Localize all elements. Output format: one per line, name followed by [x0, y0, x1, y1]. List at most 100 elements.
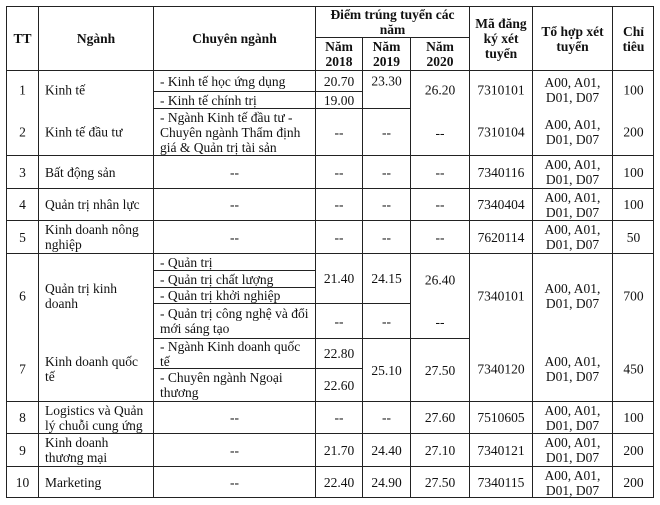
ma-cell-text: 7340120 [477, 361, 525, 377]
chi-tieu-cell-text: 100 [623, 82, 644, 98]
score-2018: -- [315, 108, 362, 155]
ma-cell: 7310101 7310104 [469, 70, 532, 155]
chi-tieu-cell: 50 [612, 220, 654, 253]
chuyen-nganh-cell: - Ngành Kinh tế đầu tư - Chuyên ngành Th… [153, 108, 315, 155]
score-2020-text: -- [435, 125, 445, 141]
to-hop-cell: A00, A01, D01, D07 [532, 401, 612, 433]
score-2019: -- [362, 401, 410, 433]
ma-cell-text: 7310104 [477, 124, 525, 140]
header-nganh: Ngành [38, 6, 153, 70]
chuyen-nganh-cell: - Quản trị chất lượng [153, 270, 315, 287]
score-2020: 26.40 -- [410, 253, 469, 338]
tt-cell-text: 6 [19, 288, 26, 304]
chuyen-nganh-cell: -- [153, 220, 315, 253]
nganh-cell-text: Kinh doanh quốc tế [45, 354, 138, 384]
chuyen-nganh-cell: - Kinh tế học ứng dụng [153, 70, 315, 91]
chuyen-nganh-cell: -- [153, 433, 315, 466]
nganh-cell: Quản trị kinh doanh Kinh doanh quốc tế [38, 253, 153, 401]
score-2019: 24.15 [362, 253, 410, 303]
score-2018: -- [315, 303, 362, 338]
header-tt: TT [6, 6, 38, 70]
chuyen-nganh-cell: -- [153, 155, 315, 188]
to-hop-cell-text: A00, A01, D01, D07 [544, 354, 601, 384]
header-year: Năm 2019 [362, 37, 410, 70]
ma-cell: 7340116 [469, 155, 532, 188]
header-chi-tieu: Chỉ tiêu [612, 6, 654, 70]
to-hop-cell-text: A00, A01, D01, D07 [544, 117, 601, 147]
chi-tieu-cell: 200 [612, 433, 654, 466]
score-2018: -- [315, 401, 362, 433]
score-2020-text: -- [435, 314, 445, 330]
tt-cell: 8 [6, 401, 38, 433]
to-hop-cell: A00, A01, D01, D07 [532, 220, 612, 253]
score-2019: -- [362, 303, 410, 338]
ma-cell: 7510605 [469, 401, 532, 433]
score-2019: 24.90 [362, 466, 410, 498]
header-chuyen-nganh: Chuyên ngành [153, 6, 315, 70]
chi-tieu-cell: 100 [612, 188, 654, 220]
score-2018: -- [315, 220, 362, 253]
score-2019: -- [362, 220, 410, 253]
nganh-cell: Bất động sản [38, 155, 153, 188]
score-2020: 26.20 -- [410, 70, 469, 155]
tt-cell: 5 [6, 220, 38, 253]
nganh-cell: Kinh tế Kinh tế đầu tư [38, 70, 153, 155]
score-2020: 27.50 [410, 338, 469, 401]
tt-cell: 10 [6, 466, 38, 498]
score-2018: 22.80 [315, 338, 362, 368]
score-2018: 20.70 [315, 70, 362, 91]
header-diem-trung-tuyen: Điểm trúng tuyển các năm [315, 6, 469, 37]
nganh-cell: Marketing [38, 466, 153, 498]
to-hop-cell: A00, A01, D01, D07 [532, 466, 612, 498]
chuyen-nganh-cell: -- [153, 188, 315, 220]
header-year: Năm 2020 [410, 37, 469, 70]
score-2020: -- [410, 188, 469, 220]
to-hop-cell-text: A00, A01, D01, D07 [544, 281, 601, 311]
score-2020-text: 26.40 [424, 272, 456, 288]
score-2018: 22.60 [315, 368, 362, 401]
to-hop-cell: A00, A01, D01, D07 [532, 433, 612, 466]
ma-cell: 7340121 [469, 433, 532, 466]
nganh-cell-text: Quản trị kinh doanh [45, 281, 117, 311]
score-2020: 27.10 [410, 433, 469, 466]
score-2020-text: 26.20 [424, 82, 456, 98]
score-2020: 27.50 [410, 466, 469, 498]
ma-cell-text: 7310101 [477, 82, 525, 98]
nganh-cell: Kinh doanh nông nghiệp [38, 220, 153, 253]
to-hop-cell: A00, A01, D01, D07 [532, 188, 612, 220]
score-2019: -- [362, 108, 410, 155]
score-2019-text: 23.30 [371, 73, 402, 89]
score-2018: -- [315, 155, 362, 188]
header-year: Năm 2018 [315, 37, 362, 70]
header-ma: Mã đăng ký xét tuyển [469, 6, 532, 70]
ma-cell: 7620114 [469, 220, 532, 253]
header-to-hop: Tổ hợp xét tuyển [532, 6, 612, 70]
chi-tieu-cell-text: 700 [623, 288, 644, 304]
ma-cell-text: 7340101 [477, 288, 525, 304]
chuyen-nganh-cell: -- [153, 466, 315, 498]
chuyen-nganh-cell: - Quản trị [153, 253, 315, 270]
chuyen-nganh-cell: - Chuyên ngành Ngoại thương [153, 368, 315, 401]
nganh-cell: Quản trị nhân lực [38, 188, 153, 220]
to-hop-cell: A00, A01, D01, D07 [532, 155, 612, 188]
nganh-cell-text: Kinh tế [45, 82, 86, 98]
score-2020: -- [410, 155, 469, 188]
chuyen-nganh-cell: - Ngành Kinh doanh quốc tế [153, 338, 315, 369]
ma-cell: 7340404 [469, 188, 532, 220]
score-2019: -- [362, 188, 410, 220]
to-hop-cell: A00, A01, D01, D07 A00, A01, D01, D07 [532, 253, 612, 401]
score-2019: 23.30 [362, 70, 410, 108]
score-2018: 21.70 [315, 433, 362, 466]
chi-tieu-cell-text: 450 [623, 361, 644, 377]
chi-tieu-cell: 700 450 [612, 253, 654, 401]
score-2020: 27.60 [410, 401, 469, 433]
chi-tieu-cell: 100 200 [612, 70, 654, 155]
admission-scores-table: TT Ngành Chuyên ngành Điểm trúng tuyển các … [6, 6, 654, 498]
score-2018: 19.00 [315, 91, 362, 108]
score-2020: -- [410, 220, 469, 253]
nganh-cell: Kinh doanh thương mại [38, 433, 153, 466]
tt-cell: 9 [6, 433, 38, 466]
tt-cell: 3 [6, 155, 38, 188]
